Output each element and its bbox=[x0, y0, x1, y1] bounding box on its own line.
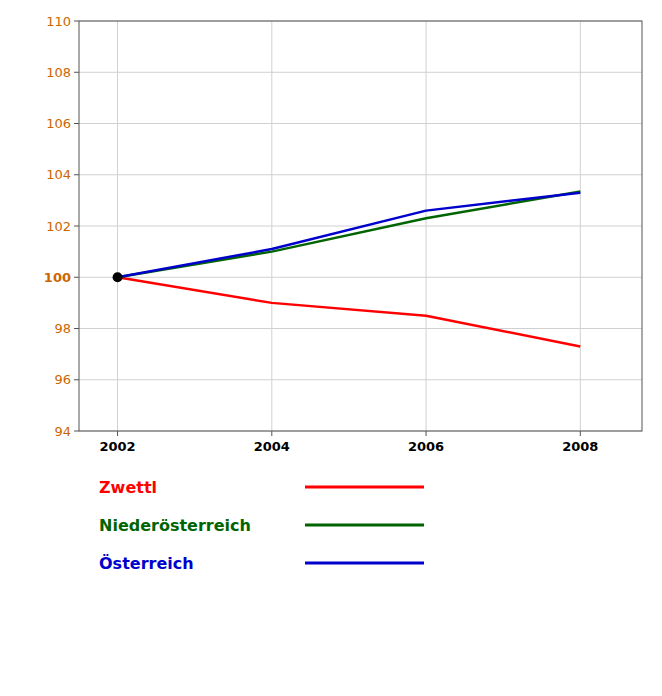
tick-y bbox=[74, 277, 79, 278]
tick-y bbox=[74, 328, 79, 329]
grid-line-x bbox=[271, 21, 272, 431]
tick-label-y: 110 bbox=[46, 14, 71, 29]
series-line bbox=[118, 193, 581, 278]
tick-x bbox=[580, 431, 581, 436]
tick-label-y: 100 bbox=[44, 270, 71, 285]
tick-label-x: 2006 bbox=[408, 439, 444, 454]
plot-area bbox=[113, 191, 581, 346]
tick-y bbox=[74, 226, 79, 227]
highlight-point bbox=[113, 272, 123, 282]
legend-swatch bbox=[305, 524, 424, 527]
tick-y bbox=[74, 21, 79, 22]
tick-label-y: 106 bbox=[46, 116, 71, 131]
axes: 94 96 98 100 102 104 106 108 110 2002 2004 2006 2008 bbox=[44, 14, 599, 455]
tick-label-x: 2004 bbox=[254, 439, 290, 454]
tick-label-y: 94 bbox=[54, 424, 71, 439]
legend-label: Niederösterreich bbox=[99, 516, 251, 535]
grid bbox=[79, 21, 642, 431]
tick-label-x: 2008 bbox=[562, 439, 598, 454]
grid-line-y bbox=[79, 123, 642, 124]
grid-line-x bbox=[117, 21, 118, 431]
tick-label-y: 104 bbox=[46, 167, 71, 182]
grid-line-x bbox=[426, 21, 427, 431]
legend-label: Österreich bbox=[99, 554, 194, 573]
series-line bbox=[118, 191, 581, 277]
legend-swatch bbox=[305, 486, 424, 489]
legend-swatch bbox=[305, 562, 424, 565]
legend-label: Zwettl bbox=[99, 478, 157, 497]
tick-label-y: 108 bbox=[46, 65, 71, 80]
legend: Zwettl Niederösterreich Österreich bbox=[99, 478, 424, 573]
grid-line-x bbox=[580, 21, 581, 431]
plot-frame bbox=[79, 21, 642, 431]
tick-label-y: 96 bbox=[54, 372, 71, 387]
tick-y bbox=[74, 379, 79, 380]
tick-x bbox=[426, 431, 427, 436]
tick-y bbox=[74, 174, 79, 175]
tick-label-y: 102 bbox=[46, 219, 71, 234]
series-line bbox=[118, 277, 581, 346]
background bbox=[0, 0, 662, 696]
chart: 94 96 98 100 102 104 106 108 110 2002 2004 2006 2008… bbox=[0, 0, 662, 696]
grid-line-y bbox=[79, 277, 642, 278]
tick-x bbox=[271, 431, 272, 436]
tick-label-x: 2002 bbox=[99, 439, 135, 454]
grid-line-y bbox=[79, 72, 642, 73]
grid-line-y bbox=[79, 379, 642, 380]
tick-y bbox=[74, 123, 79, 124]
grid-line-y bbox=[79, 328, 642, 329]
tick-y bbox=[74, 431, 79, 432]
tick-label-y: 98 bbox=[54, 321, 71, 336]
grid-line-y bbox=[79, 174, 642, 175]
tick-y bbox=[74, 72, 79, 73]
tick-x bbox=[117, 431, 118, 436]
